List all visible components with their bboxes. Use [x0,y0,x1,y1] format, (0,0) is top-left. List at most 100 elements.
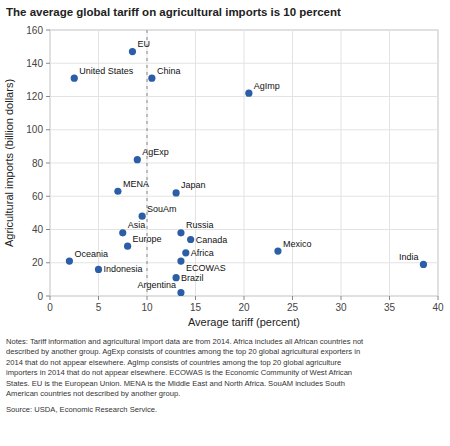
tick-x [341,296,342,300]
tick-label-x: 20 [238,302,250,313]
point-label: ECOWAS [186,263,226,273]
point [274,248,281,255]
tick-x [98,296,99,300]
tick-y [46,96,50,97]
tick-x [147,296,148,300]
tick-label-y: 60 [32,191,44,202]
point [148,75,155,82]
tick-y [46,30,50,31]
note: States. EU is the European Union. MENA i… [6,379,345,388]
tick-y [46,63,50,64]
point [187,236,194,243]
point-labels: EU United States China AgImp AgExp MENA Japan S… [74,39,418,290]
tick-label-y: 120 [26,91,43,102]
note: importers in 2014 that do not appear els… [6,368,352,377]
note: described by another group. AgExp consis… [6,347,360,356]
point [134,156,141,163]
tick-y [46,296,50,297]
source: Source: USDA, Economic Research Service. [6,405,157,414]
grid-line-y [50,229,438,230]
grid-line-x [147,30,148,296]
tick-y [46,229,50,230]
tick-x [438,296,439,300]
point-label: EU [137,39,150,49]
point [420,261,427,268]
tick-label-x: 5 [96,302,102,313]
point-label: United States [79,66,134,76]
tick-label-x: 0 [47,302,53,313]
point [177,289,184,296]
tick-x [389,296,390,300]
tick-x [50,296,51,300]
point-label: China [157,66,181,76]
tick-label-x: 30 [335,302,347,313]
tick-y [46,196,50,197]
tick-label-y: 80 [32,158,44,169]
point-label: AgImp [254,81,280,91]
grid [50,30,438,296]
tick-x [244,296,245,300]
point [139,213,146,220]
point [245,90,252,97]
chart: The average global tariff on agricultura… [0,0,450,446]
point-label: MENA [123,179,149,189]
tick-y [46,262,50,263]
tick-label-x: 15 [190,302,202,313]
plot-area [50,30,438,296]
plot-data [66,30,427,296]
note: American countries not described by anot… [6,389,180,398]
point-label: Africa [191,248,214,258]
grid-line-y [50,63,438,64]
point [119,229,126,236]
tick-label-y: 20 [32,257,44,268]
point [173,189,180,196]
reference-line [147,30,148,296]
point [95,266,102,273]
point-label: Europe [133,234,162,244]
tick-label-x: 35 [384,302,396,313]
point [177,257,184,264]
tick-label-y: 140 [26,58,43,69]
tick-label-y: 100 [26,124,43,135]
grid-line-y [50,129,438,130]
grid-line-y [50,96,438,97]
point-label: Oceania [74,249,108,259]
point [66,257,73,264]
tick-label-y: 0 [37,291,43,302]
point-label: Asia [128,220,146,230]
x-axis-label: Average tariff (percent) [188,316,300,328]
grid-line-y [50,30,438,31]
point-label: India [399,252,419,262]
tick-y [46,129,50,130]
grid-line-y [50,163,438,164]
tick-label-x: 25 [287,302,299,313]
grid-line-y [50,196,438,197]
tick-label-x: 10 [141,302,153,313]
tick-x [195,296,196,300]
point [182,249,189,256]
note: Notes: Tariff information and agricultur… [6,337,364,346]
title: The average global tariff on agricultura… [6,6,341,18]
point-label: Brazil [181,273,204,283]
point-label: Argentina [137,280,176,290]
y-axis-label: Agricultural imports (billion dollars) [3,79,15,247]
point [71,75,78,82]
grid-line-y [50,262,438,263]
tick-x [292,296,293,300]
point-label: SouAm [147,204,177,214]
point-label: Indonesia [104,264,143,274]
point [114,188,121,195]
point-label: Canada [196,235,228,245]
point-label: Japan [181,180,206,190]
point [177,229,184,236]
point [129,48,136,55]
note: 2014 that do not appear elsewhere. AgImp… [6,358,341,367]
tick-label-y: 160 [26,25,43,36]
point [124,243,131,250]
tick-label-y: 40 [32,224,44,235]
tick-y [46,163,50,164]
point-label: Mexico [283,239,312,249]
tick-label-x: 40 [432,302,444,313]
point-label: AgExp [142,147,169,157]
point-label: Russia [186,220,214,230]
